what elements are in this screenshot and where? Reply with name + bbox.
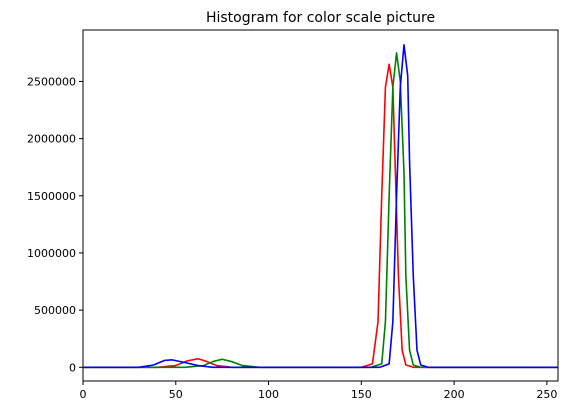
chart-title: Histogram for color scale picture (206, 10, 435, 26)
series-line-1 (83, 63, 558, 369)
y-tick-label: 2500000 (27, 75, 76, 88)
x-tick-label: 0 (80, 388, 87, 401)
x-tick-label: 200 (444, 388, 465, 401)
y-axis: 0 500000 1000000 1500000 2000000 2500000 (27, 75, 83, 374)
x-tick-label: 150 (351, 388, 372, 401)
plot-area-frame (82, 29, 559, 382)
series-layer (83, 44, 558, 369)
y-tick-label: 1500000 (27, 190, 76, 203)
y-tick-label: 2000000 (27, 133, 76, 146)
y-tick-label: 1000000 (27, 247, 76, 260)
y-tick-label: 500000 (34, 304, 76, 317)
x-tick-label: 250 (536, 388, 557, 401)
series-line-3 (83, 44, 558, 369)
x-tick-label: 50 (169, 388, 183, 401)
x-tick-label: 100 (258, 388, 279, 401)
y-tick-label: 0 (69, 361, 76, 374)
series-line-2 (83, 52, 558, 369)
x-axis: 0 50 100 150 200 250 (80, 381, 557, 401)
